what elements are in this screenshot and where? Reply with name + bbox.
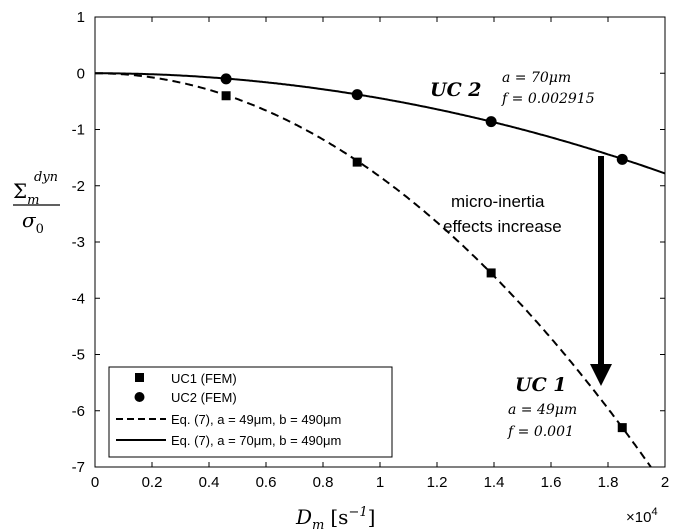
y-tick-label: -6	[72, 403, 85, 420]
x-tick-label: 0.8	[313, 474, 334, 491]
arrow-text-line2: effects increase	[443, 217, 562, 236]
y-tick-label: -5	[72, 347, 85, 364]
y-tick-label: 0	[77, 65, 85, 82]
svg-text:a = 49μm: a = 49μm	[508, 402, 577, 418]
y-axis: 1 0 -1 -2 -3 -4 -5 -6 -7	[72, 9, 665, 476]
x-tick-label: 1.2	[427, 474, 448, 491]
uc1-point	[486, 268, 496, 278]
legend-item-eq7-a70: Eq. (7), a = 70μm, b = 490μm	[116, 433, 341, 448]
uc2-annotation: UC 2 a = 70μm f = 0.002915	[430, 70, 595, 107]
y-tick-label: -1	[72, 122, 85, 139]
svg-text:Eq. (7), a = 49μm, b = 490μm: Eq. (7), a = 49μm, b = 490μm	[171, 412, 341, 427]
curve-dashed	[95, 72, 652, 468]
svg-text:UC2 (FEM): UC2 (FEM)	[171, 390, 237, 405]
legend: UC1 (FEM) UC2 (FEM) Eq. (7), a = 49μm, b…	[108, 366, 393, 458]
y-tick-label: -3	[72, 234, 85, 251]
y-tick-label: -2	[72, 178, 85, 195]
x-tick-label: 2	[661, 474, 669, 491]
uc2-point	[220, 73, 232, 85]
legend-item-uc1: UC1 (FEM)	[135, 371, 237, 386]
y-tick-label: -4	[72, 290, 85, 307]
y-tick-label: 1	[77, 9, 85, 26]
svg-text:Σm: Σm	[13, 179, 39, 208]
uc2-point	[616, 153, 628, 165]
uc2-point	[485, 116, 497, 128]
uc1-point	[352, 157, 362, 167]
x-axis-label: Dm [s−1]	[295, 505, 375, 532]
svg-text:dyn: dyn	[34, 170, 58, 185]
svg-text:f = 0.002915: f = 0.002915	[501, 91, 595, 107]
x-tick-label: 1.6	[541, 474, 562, 491]
legend-item-eq7-a49: Eq. (7), a = 49μm, b = 490μm	[116, 412, 341, 427]
svg-text:UC 1: UC 1	[515, 374, 567, 396]
svg-text:UC 2: UC 2	[430, 79, 482, 101]
svg-text:σ0: σ0	[22, 208, 44, 237]
markers	[220, 73, 628, 433]
x-tick-label: 1.4	[484, 474, 505, 491]
x-tick-label: 1	[376, 474, 384, 491]
curve-solid	[95, 72, 666, 175]
x-tick-label: 0.2	[142, 474, 163, 491]
x-tick-label: 0.4	[199, 474, 220, 491]
x-multiplier: ×104	[626, 506, 658, 526]
x-tick-label: 1.8	[598, 474, 619, 491]
x-tick-label: 0.6	[256, 474, 277, 491]
svg-text:f = 0.001: f = 0.001	[507, 424, 574, 440]
x-tick-label: 0	[91, 474, 99, 491]
y-axis-label: Σm dyn σ0	[13, 170, 60, 237]
svg-text:UC1 (FEM): UC1 (FEM)	[171, 371, 237, 386]
micro-inertia-arrow	[590, 156, 612, 386]
uc2-point	[351, 89, 363, 101]
y-tick-label: -7	[72, 459, 85, 476]
x-axis: 0 0.2 0.4 0.6 0.8 1 1.2 1.4 1.6 1.8 2	[91, 17, 669, 491]
arrow-text-line1: micro-inertia	[451, 192, 545, 211]
curves	[95, 72, 666, 468]
svg-text:Eq. (7), a = 70μm, b = 490μm: Eq. (7), a = 70μm, b = 490μm	[171, 433, 341, 448]
svg-text:a = 70μm: a = 70μm	[502, 70, 571, 86]
legend-item-uc2: UC2 (FEM)	[134, 390, 237, 405]
uc1-point	[617, 423, 627, 433]
uc1-point	[221, 91, 231, 101]
uc1-annotation: UC 1 a = 49μm f = 0.001	[507, 374, 577, 440]
